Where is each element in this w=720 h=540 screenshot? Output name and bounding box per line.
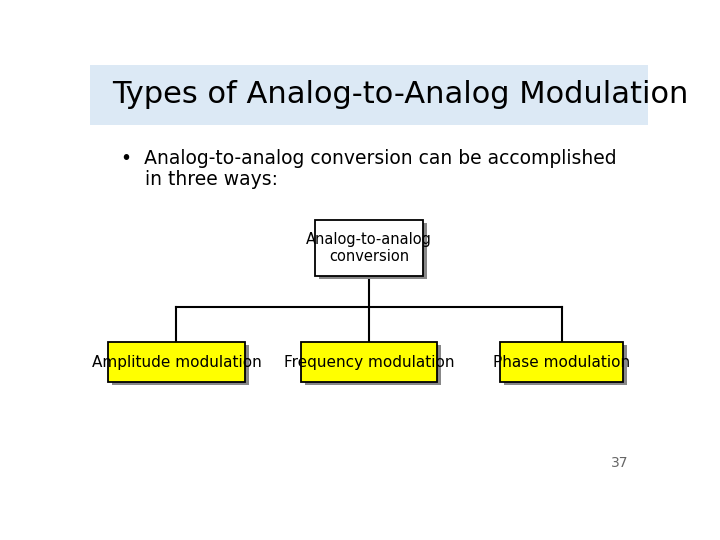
FancyBboxPatch shape bbox=[108, 342, 245, 382]
FancyBboxPatch shape bbox=[315, 220, 423, 276]
Text: Frequency modulation: Frequency modulation bbox=[284, 355, 454, 369]
FancyBboxPatch shape bbox=[504, 345, 627, 385]
FancyBboxPatch shape bbox=[500, 342, 623, 382]
Text: 37: 37 bbox=[611, 456, 629, 470]
FancyBboxPatch shape bbox=[90, 65, 648, 125]
Text: Phase modulation: Phase modulation bbox=[493, 355, 630, 369]
Text: in three ways:: in three ways: bbox=[121, 170, 278, 188]
FancyBboxPatch shape bbox=[112, 345, 248, 385]
FancyBboxPatch shape bbox=[305, 345, 441, 385]
Text: Types of Analog-to-Analog Modulation: Types of Analog-to-Analog Modulation bbox=[112, 80, 689, 109]
FancyBboxPatch shape bbox=[301, 342, 437, 382]
Text: Amplitude modulation: Amplitude modulation bbox=[91, 355, 261, 369]
Text: Analog-to-analog
conversion: Analog-to-analog conversion bbox=[306, 232, 432, 264]
FancyBboxPatch shape bbox=[318, 222, 427, 279]
Text: •  Analog-to-analog conversion can be accomplished: • Analog-to-analog conversion can be acc… bbox=[121, 149, 616, 168]
